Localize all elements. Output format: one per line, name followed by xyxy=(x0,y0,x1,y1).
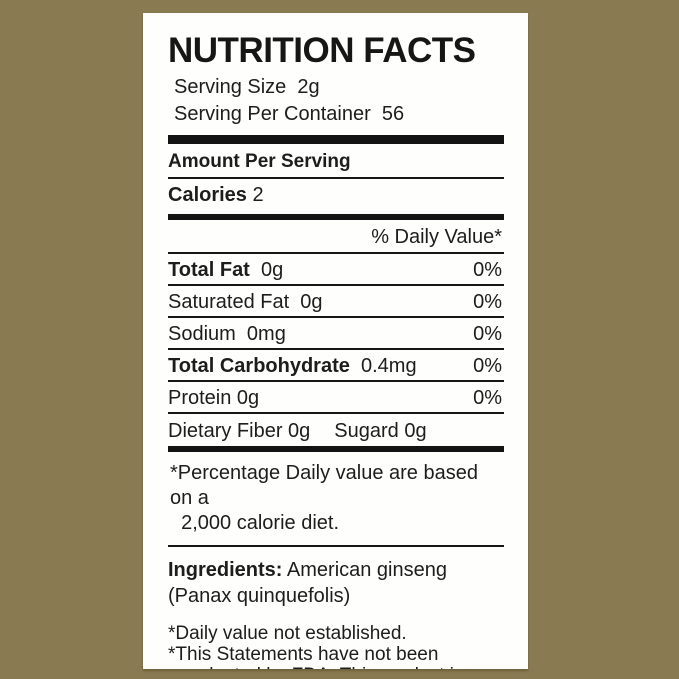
label-title: NUTRITION FACTS xyxy=(168,31,476,70)
ingredients-text: American ginseng (Panax quinquefolis) xyxy=(168,559,447,607)
serving-size: Serving Size 2g xyxy=(174,76,320,98)
daily-value-footnote: *Percentage Daily value are based on a 2… xyxy=(168,452,504,547)
nutrient-percent: 0% xyxy=(473,387,502,409)
nutrient-amount: 0g xyxy=(231,387,260,409)
nutrient-percent: 0% xyxy=(473,291,502,313)
divider-medium-bottom xyxy=(168,446,504,452)
nutrient-row-protein: Protein 0g 0% xyxy=(168,382,504,414)
nutrient-name: Sodium xyxy=(168,323,236,345)
serving-per-container: Serving Per Container 56 xyxy=(174,103,405,125)
disclaimer-section: *Daily value not established. *This Stat… xyxy=(168,623,504,669)
disclaimer-daily-value: *Daily value not established. xyxy=(168,623,407,644)
nutrient-row-total-fat: Total Fat 0g 0% xyxy=(168,254,504,286)
nutrient-amount: 0.4mg xyxy=(349,355,417,377)
nutrient-row-saturated-fat: Saturated Fat 0g 0% xyxy=(168,286,504,318)
amount-per-serving-heading: Amount Per Serving xyxy=(168,144,504,179)
nutrient-name: Total Carbohydrate xyxy=(168,355,350,377)
divider-medium-calories xyxy=(168,214,504,220)
nutrient-name: Total Fat xyxy=(168,259,250,281)
daily-value-header: % Daily Value* xyxy=(168,220,504,254)
divider-thick-top xyxy=(168,135,504,144)
nutrient-amount: 0g xyxy=(249,259,284,281)
nutrient-percent: 0% xyxy=(473,259,502,281)
nutrient-percent: 0% xyxy=(473,355,502,377)
ingredients-label: Ingredients: xyxy=(168,559,283,581)
nutrient-name: Saturated Fat xyxy=(168,291,290,313)
sugar-text: Sugard 0g xyxy=(334,420,427,442)
calories-value: 2 xyxy=(252,184,264,206)
calories-label: Calories xyxy=(168,184,247,206)
nutrition-facts-label: NUTRITION FACTS Serving Size 2g Serving … xyxy=(143,13,528,669)
nutrient-row-sodium: Sodium 0mg 0% xyxy=(168,318,504,350)
nutrient-percent: 0% xyxy=(473,323,502,345)
nutrient-amount: 0g xyxy=(289,291,323,313)
ingredients-section: Ingredients: American ginseng (Panax qui… xyxy=(168,547,504,615)
nutrient-row-total-carbohydrate: Total Carbohydrate 0.4mg 0% xyxy=(168,350,504,382)
dietary-fiber-text: Dietary Fiber 0g xyxy=(168,420,311,442)
serving-info: Serving Size 2g Serving Per Container 56 xyxy=(168,74,504,128)
fiber-sugar-row: Dietary Fiber 0g Sugard 0g xyxy=(168,414,504,446)
nutrient-amount: 0mg xyxy=(235,323,286,345)
disclaimer-fda: *This Statements have not been evaluated… xyxy=(168,644,463,669)
nutrient-name: Protein xyxy=(168,387,232,409)
calories-row: Calories 2 xyxy=(168,179,504,214)
